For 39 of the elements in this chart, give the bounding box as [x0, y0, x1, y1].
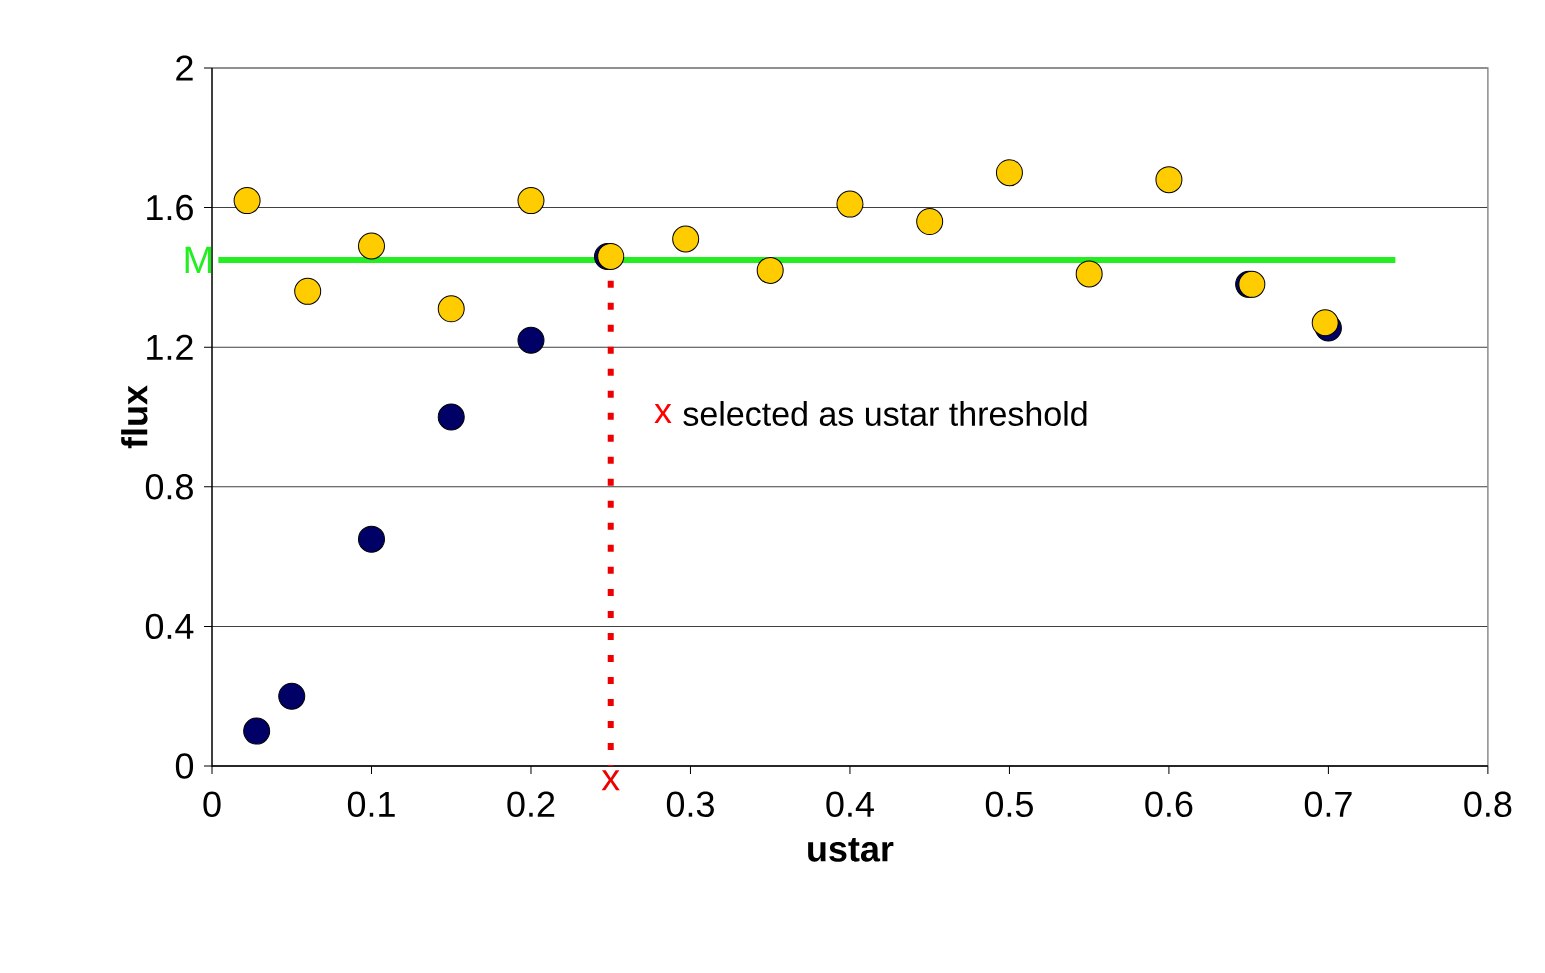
- x-tick-label: 0.6: [1145, 791, 1193, 817]
- y-tick-label: 2: [176, 55, 193, 81]
- annotation: x: [654, 404, 672, 424]
- point: [517, 326, 545, 354]
- y-tick-label: 0: [175, 753, 194, 779]
- point: [357, 525, 385, 553]
- y-axis-title: flux: [121, 385, 148, 449]
- y-tick-label: 1.6: [147, 194, 193, 221]
- point: [1155, 166, 1183, 194]
- x-axis-title: ustar: [808, 837, 894, 862]
- point: [836, 190, 864, 218]
- x-tick-label: 0.1: [347, 791, 395, 817]
- x-tick-label: 0.4: [826, 791, 874, 817]
- point: [1075, 260, 1103, 288]
- x-tick-label: 0.3: [666, 791, 714, 817]
- point: [357, 232, 385, 260]
- x-tick-label: 0.7: [1304, 791, 1352, 817]
- y-tick-label: 0.4: [145, 613, 194, 640]
- point: [294, 277, 322, 305]
- annotation: selected as ustar threshold: [683, 401, 1087, 426]
- x-tick-label: 0.5: [985, 791, 1033, 817]
- point: [916, 208, 944, 236]
- point: [672, 225, 700, 253]
- point: [756, 256, 784, 284]
- series-label: M: [185, 246, 212, 274]
- x-tick-label: 0.2: [507, 791, 555, 817]
- point: [233, 187, 261, 215]
- point: [437, 295, 465, 323]
- point: [278, 682, 306, 710]
- point: [243, 717, 271, 745]
- series-label: x: [601, 770, 620, 791]
- point: [437, 403, 465, 431]
- x-tick-label: 0.8: [1464, 791, 1512, 817]
- point: [517, 187, 545, 215]
- point: [1311, 309, 1339, 337]
- y-tick-label: 1.2: [147, 334, 193, 360]
- point: [995, 159, 1023, 187]
- y-tick-label: 0.8: [145, 474, 193, 500]
- x-tick-label: 0: [203, 791, 221, 817]
